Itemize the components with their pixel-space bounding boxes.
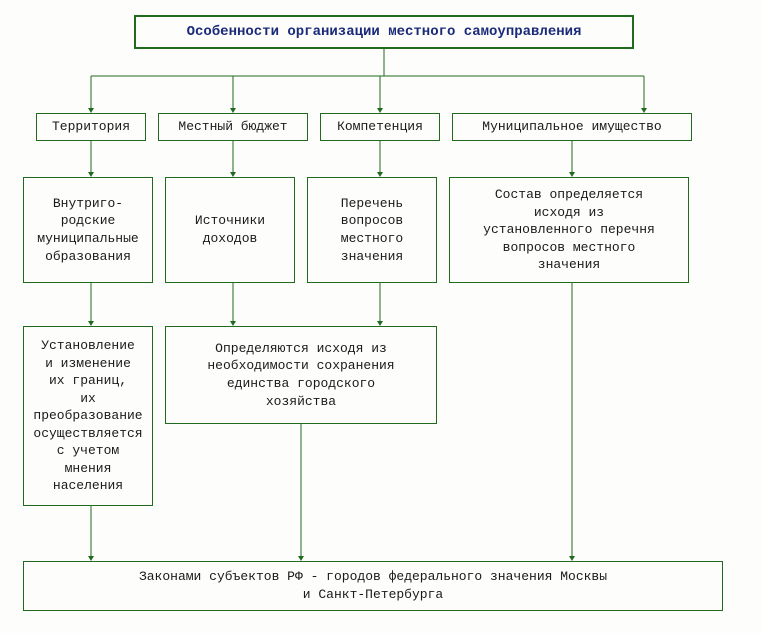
node-territory_sub-label: Внутриго- родские муниципальные образова…: [37, 195, 138, 265]
node-budget: Местный бюджет: [158, 113, 308, 141]
node-territory_detail: Установление и изменение их границ, их п…: [23, 326, 153, 506]
node-property_sub: Состав определяется исходя из установлен…: [449, 177, 689, 283]
node-title-label: Особенности организации местного самоупр…: [187, 23, 582, 42]
node-competence_sub: Перечень вопросов местного значения: [307, 177, 437, 283]
node-territory_sub: Внутриго- родские муниципальные образова…: [23, 177, 153, 283]
diagram-canvas: Особенности организации местного самоупр…: [0, 0, 762, 633]
node-bottom: Законами субъектов РФ - городов федераль…: [23, 561, 723, 611]
edges-layer: [0, 0, 762, 633]
node-property_sub-label: Состав определяется исходя из установлен…: [483, 186, 655, 274]
node-merged_detail: Определяются исходя из необходимости сох…: [165, 326, 437, 424]
node-property: Муниципальное имущество: [452, 113, 692, 141]
node-territory_detail-label: Установление и изменение их границ, их п…: [33, 337, 142, 495]
node-competence_sub-label: Перечень вопросов местного значения: [341, 195, 403, 265]
node-budget_sub: Источники доходов: [165, 177, 295, 283]
node-competence: Компетенция: [320, 113, 440, 141]
node-territory-label: Территория: [52, 118, 130, 136]
node-budget-label: Местный бюджет: [178, 118, 287, 136]
node-bottom-label: Законами субъектов РФ - городов федераль…: [139, 568, 607, 603]
node-competence-label: Компетенция: [337, 118, 423, 136]
node-title: Особенности организации местного самоупр…: [134, 15, 634, 49]
node-territory: Территория: [36, 113, 146, 141]
node-budget_sub-label: Источники доходов: [195, 212, 265, 247]
node-property-label: Муниципальное имущество: [482, 118, 661, 136]
node-merged_detail-label: Определяются исходя из необходимости сох…: [207, 340, 394, 410]
